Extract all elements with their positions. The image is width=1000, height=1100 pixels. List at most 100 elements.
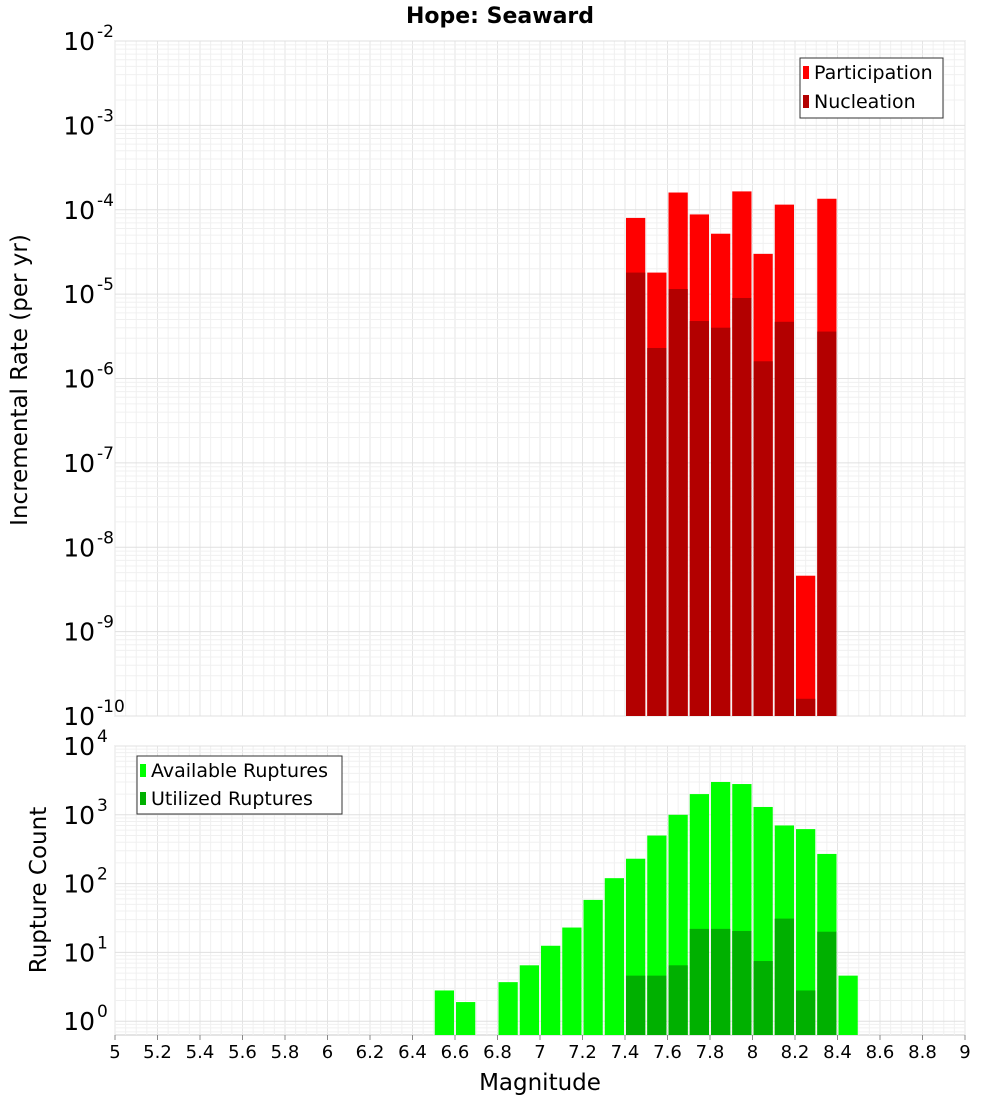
count-y-tick-label: 10	[63, 801, 95, 830]
count-bar-utilized-ruptures	[774, 918, 794, 1035]
count-bar-available-ruptures	[456, 1002, 476, 1035]
nucleation-legend-swatch	[803, 95, 809, 108]
x-tick-label: 9	[959, 1042, 970, 1063]
x-tick-label: 7.8	[696, 1042, 725, 1063]
rate-y-tick-label: 10	[63, 196, 95, 225]
rate-bar-nucleation	[796, 698, 816, 716]
count-y-tick-exponent: 1	[97, 933, 108, 953]
count-bar-utilized-ruptures	[689, 928, 709, 1035]
count-y-tick-exponent: 2	[97, 865, 108, 885]
count-y-tick-label: 10	[63, 732, 95, 761]
rate-y-tick-label: 10	[63, 365, 95, 394]
rate-bar-nucleation	[732, 297, 752, 716]
x-tick-label: 7.6	[653, 1042, 682, 1063]
rate-y-axis-label: Incremental Rate (per yr)	[7, 234, 33, 526]
rate-legend: Participation Nucleation	[799, 57, 944, 119]
rate-bar-nucleation	[817, 331, 837, 716]
participation-legend-swatch	[803, 66, 809, 79]
rate-y-tick-label: 10	[63, 280, 95, 309]
x-tick-label: 6.8	[483, 1042, 512, 1063]
rate-bar-nucleation	[626, 272, 646, 716]
x-tick-label: 5.8	[271, 1042, 300, 1063]
rate-bar-nucleation	[689, 321, 709, 716]
count-y-tick-label: 10	[63, 1007, 95, 1036]
rate-bar-nucleation	[753, 361, 773, 716]
rate-y-tick-label: 10	[63, 702, 95, 731]
rate-bar-participation	[796, 575, 816, 716]
rate-y-tick-exponent: -10	[97, 697, 125, 717]
count-legend-box	[136, 755, 343, 815]
count-y-tick-label: 10	[63, 870, 95, 899]
rate-bar-nucleation	[668, 289, 688, 716]
rate-y-tick-label: 10	[63, 27, 95, 56]
count-bar-available-ruptures	[498, 982, 518, 1035]
x-tick-label: 7.4	[611, 1042, 640, 1063]
count-bar-utilized-ruptures	[796, 990, 816, 1035]
count-bar-available-ruptures	[583, 899, 603, 1035]
rate-y-tick-exponent: -3	[97, 106, 114, 126]
count-bar-available-ruptures	[434, 990, 454, 1035]
available-legend-label: Available Ruptures	[151, 760, 328, 782]
rate-y-tick-exponent: -5	[97, 275, 114, 295]
x-tick-label: 5	[109, 1042, 120, 1063]
count-bar-available-ruptures	[796, 829, 816, 1035]
rate-legend-box	[799, 57, 944, 119]
rate-gridlines	[114, 40, 966, 717]
x-tick-label: 5.2	[143, 1042, 172, 1063]
rate-y-tick-label: 10	[63, 533, 95, 562]
x-tick-label: 6.6	[441, 1042, 470, 1063]
x-tick-label: 5.6	[228, 1042, 257, 1063]
count-legend: Available Ruptures Utilized Ruptures	[136, 755, 343, 815]
utilized-legend-swatch	[140, 792, 146, 805]
nucleation-legend-label: Nucleation	[814, 91, 916, 113]
rate-bar-nucleation	[647, 347, 667, 716]
x-tick-label: 8.4	[823, 1042, 852, 1063]
x-tick-label: 6	[322, 1042, 333, 1063]
count-bar-utilized-ruptures	[753, 961, 773, 1035]
count-bar-available-ruptures	[519, 965, 539, 1035]
count-bar-available-ruptures	[604, 878, 624, 1035]
available-legend-swatch	[140, 764, 146, 777]
rate-y-tick-label: 10	[63, 449, 95, 478]
count-gridlines	[114, 745, 966, 1035]
x-tick-label: 7.2	[568, 1042, 597, 1063]
count-y-tick-exponent: 3	[97, 796, 108, 816]
x-tick-label: 6.4	[398, 1042, 427, 1063]
count-y-tick-label: 10	[63, 938, 95, 967]
x-axis-label: Magnitude	[479, 1070, 601, 1096]
rate-y-tick-exponent: -4	[97, 191, 114, 211]
rate-y-tick-exponent: -7	[97, 444, 114, 464]
count-bar-available-ruptures	[562, 927, 582, 1035]
count-bar-utilized-ruptures	[647, 975, 667, 1035]
count-bar-utilized-ruptures	[668, 965, 688, 1035]
rate-bars	[626, 191, 837, 717]
rate-y-tick-label: 10	[63, 618, 95, 647]
x-tick-label: 8	[747, 1042, 758, 1063]
count-y-tick-exponent: 0	[97, 1002, 108, 1022]
count-bar-utilized-ruptures	[817, 931, 837, 1035]
chart-title: Hope: Seaward	[406, 4, 594, 29]
rate-y-tick-exponent: -9	[97, 613, 114, 633]
rate-y-tick-exponent: -6	[97, 360, 114, 380]
count-y-tick-exponent: 4	[97, 727, 108, 747]
rate-y-tick-exponent: -2	[97, 22, 114, 42]
rate-y-tick-label: 10	[63, 111, 95, 140]
count-bar-available-ruptures	[838, 975, 858, 1035]
x-tick-label: 6.2	[356, 1042, 385, 1063]
x-tick-label: 5.4	[186, 1042, 215, 1063]
x-tick-label: 8.8	[908, 1042, 937, 1063]
x-tick-label: 7	[534, 1042, 545, 1063]
count-bar-available-ruptures	[541, 945, 561, 1035]
rate-bar-nucleation	[711, 327, 731, 716]
count-y-axis-label: Rupture Count	[26, 807, 52, 973]
rate-bar-nucleation	[774, 321, 794, 716]
count-bar-utilized-ruptures	[732, 930, 752, 1035]
x-tick-labels: 5 5.2 5.4 5.6 5.8 6 6.2 6.4 6.6 6.8 7 7.2 7.4 7.6 7.8 8…	[109, 1035, 971, 1063]
utilized-legend-label: Utilized Ruptures	[151, 788, 313, 810]
x-tick-label: 8.6	[866, 1042, 895, 1063]
